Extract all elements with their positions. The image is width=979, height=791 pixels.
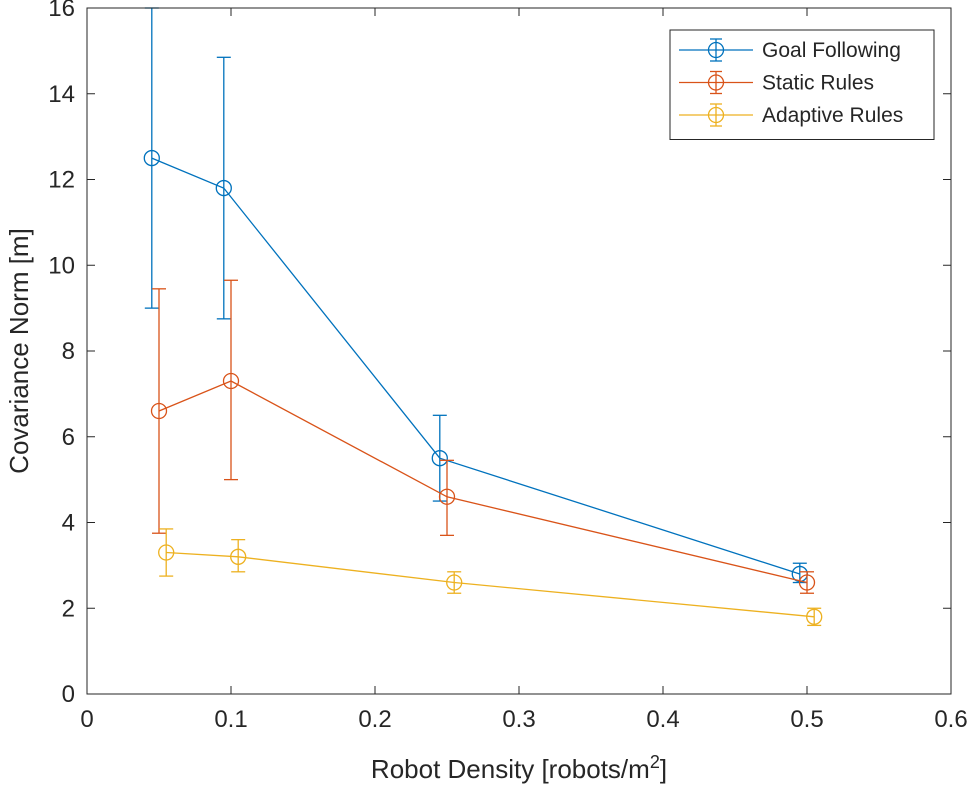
- legend: Goal Following Static Rules Adaptive Rules: [669, 29, 935, 140]
- data-point-marker: [806, 608, 823, 625]
- series-line: [151, 157, 800, 575]
- data-point-marker: [222, 372, 240, 390]
- legend-label: Adaptive Rules: [762, 104, 903, 127]
- data-point-marker: [215, 179, 232, 197]
- x-tick-label: 0.6: [934, 706, 967, 733]
- x-tick-label: 0: [80, 706, 93, 733]
- data-point-marker: [446, 574, 463, 591]
- legend-box: [669, 29, 935, 140]
- x-axis-label-suffix: ]: [660, 754, 667, 784]
- legend-label: Goal Following: [762, 39, 901, 62]
- legend-marker: [707, 41, 725, 59]
- axes-layer: 0 0.1 0.2 0.3 0.4 0.5 0.6 0 2 4 6 8 10 12 14 16: [48, 0, 967, 733]
- data-point-marker: [798, 574, 816, 591]
- y-axis-label: Covariance Norm [m]: [4, 228, 34, 474]
- legend-marker: [707, 74, 725, 91]
- series-line: [158, 380, 808, 584]
- legend-label: Static Rules: [762, 72, 874, 95]
- x-axis-label-main: Robot Density [robots/m: [371, 754, 650, 784]
- y-tick-label: 16: [48, 0, 75, 22]
- y-tick-label: 12: [48, 167, 75, 194]
- x-tick-label: 0.1: [214, 706, 247, 733]
- legend-item: Adaptive Rules: [679, 103, 903, 127]
- legend-item: Static Rules: [679, 70, 874, 95]
- y-tick-label: 8: [62, 338, 75, 365]
- data-point-marker: [143, 149, 160, 167]
- y-tick-label: 10: [48, 252, 75, 279]
- series-2: [158, 528, 823, 627]
- series-layer: [143, 7, 823, 627]
- y-tick-label: 6: [62, 424, 75, 451]
- x-axis-label: Robot Density [robots/m2]: [371, 752, 667, 784]
- legend-item: Goal Following: [679, 38, 901, 62]
- data-point-marker: [230, 548, 247, 565]
- y-tick-label: 14: [48, 81, 75, 108]
- data-point-marker: [158, 544, 175, 561]
- y-tick-label: 2: [62, 595, 75, 622]
- series-1: [150, 279, 816, 594]
- data-point-marker: [150, 402, 168, 420]
- x-tick-label: 0.4: [646, 706, 679, 733]
- y-tick-label: 4: [62, 510, 75, 537]
- x-tick-label: 0.2: [358, 706, 391, 733]
- x-tick-label: 0.5: [790, 706, 823, 733]
- x-axis-label-superscript: 2: [650, 752, 660, 772]
- legend-marker: [707, 106, 725, 124]
- series-line: [166, 551, 815, 618]
- data-point-marker: [438, 488, 456, 505]
- x-tick-label: 0.3: [502, 706, 535, 733]
- y-tick-label: 0: [62, 681, 75, 708]
- data-point-marker: [431, 450, 448, 467]
